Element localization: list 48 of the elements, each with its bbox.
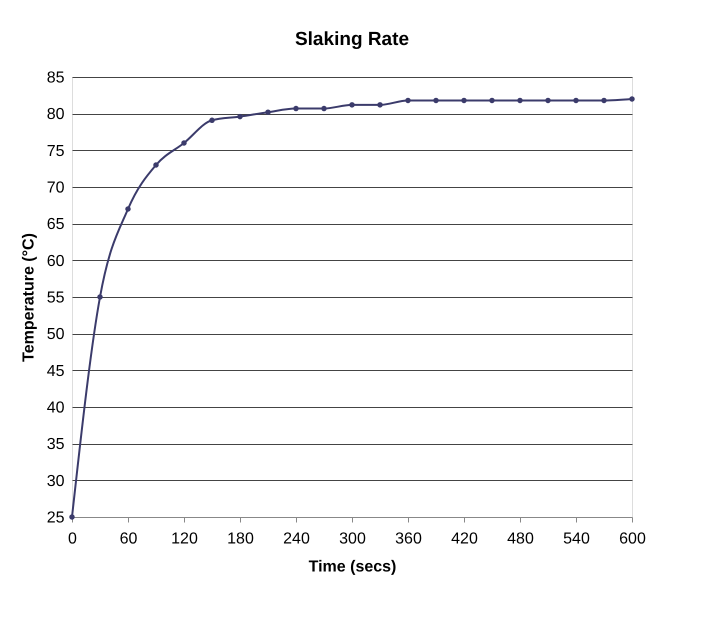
y-tick-label: 60 [46, 252, 65, 270]
point [601, 98, 607, 104]
point [517, 98, 523, 104]
y-tick-label: 55 [46, 290, 65, 306]
y-axis-title: Temperature (°C) [20, 233, 38, 362]
y-tick-label: 25 [46, 510, 65, 526]
point [181, 140, 187, 146]
point [573, 98, 579, 104]
point [545, 98, 551, 104]
point [293, 106, 299, 112]
x-tick-label: 60 [120, 530, 138, 548]
x-tick-label: 600 [619, 530, 646, 548]
x-tick-label: 120 [171, 530, 198, 548]
y-tick-label: 35 [46, 436, 65, 454]
point [153, 162, 159, 168]
x-tick-label: 240 [283, 530, 310, 548]
point [377, 102, 383, 108]
point [265, 109, 271, 115]
point [97, 294, 103, 300]
x-tick-label: 180 [227, 530, 254, 548]
x-tick-label: 0 [68, 530, 78, 548]
point [433, 98, 439, 104]
y-tick-label: 75 [46, 142, 65, 160]
x-tick-label: 540 [563, 530, 590, 548]
x-tick-label: 300 [339, 530, 366, 548]
x-axis-title: Time (secs) [308, 558, 396, 576]
point [125, 206, 131, 212]
point [349, 102, 355, 108]
point [321, 106, 327, 112]
y-tick-label: 45 [46, 362, 65, 380]
x-tick-label: 420 [451, 530, 478, 548]
point [209, 118, 215, 123]
y-tick-label: 50 [46, 326, 65, 344]
y-tick-label: 40 [46, 400, 65, 416]
x-tick-label: 480 [507, 530, 534, 548]
point [489, 98, 495, 104]
y-tick-label: 80 [46, 106, 65, 124]
point [461, 98, 467, 104]
y-tick-label: 70 [46, 180, 65, 196]
point [405, 98, 411, 104]
y-tick-label: 30 [46, 472, 65, 490]
chart-title: Slaking Rate [294, 29, 410, 50]
point [629, 96, 635, 102]
y-tick-label: 65 [46, 216, 65, 234]
x-tick-label: 360 [395, 530, 422, 548]
y-tick-label: 85 [46, 70, 65, 86]
point [69, 514, 75, 520]
point [237, 114, 243, 120]
